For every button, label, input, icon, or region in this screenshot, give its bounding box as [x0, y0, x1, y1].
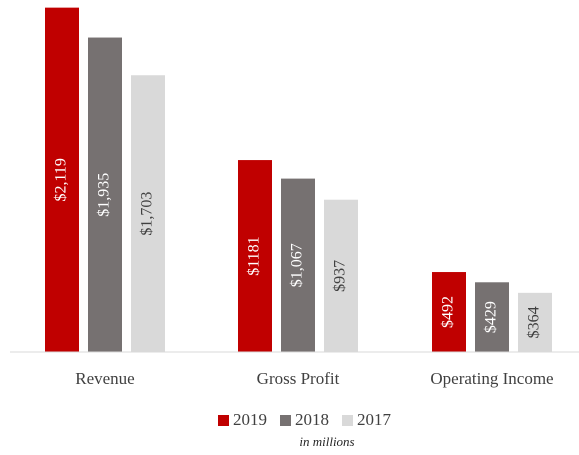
bar [432, 272, 466, 352]
value-label: $364 [526, 306, 543, 338]
value-label: $1,067 [289, 243, 306, 287]
value-label: $1,935 [96, 173, 113, 217]
value-label: $429 [483, 301, 500, 333]
legend-label: 2017 [357, 410, 392, 429]
value-label: $1,703 [139, 192, 156, 236]
legend-label: 2019 [233, 410, 267, 429]
x-tick-label: Revenue [75, 369, 134, 388]
legend-swatch [280, 415, 291, 426]
legend-swatch [342, 415, 353, 426]
value-label: $937 [332, 260, 349, 292]
bar [518, 292, 552, 352]
value-label: $2,119 [53, 158, 70, 201]
legend-label: 2018 [295, 410, 329, 429]
bar [324, 199, 358, 352]
value-label: $492 [440, 296, 457, 328]
bar [88, 37, 122, 352]
bar [45, 7, 79, 353]
annotation: in millions [299, 434, 354, 449]
bar [475, 282, 509, 352]
legend-swatch [218, 415, 229, 426]
x-tick-label: Gross Profit [257, 369, 340, 388]
bar [281, 178, 315, 352]
bar [131, 75, 165, 352]
value-label: $1181 [246, 236, 263, 275]
bar [238, 160, 272, 352]
x-tick-label: Operating Income [430, 369, 553, 388]
